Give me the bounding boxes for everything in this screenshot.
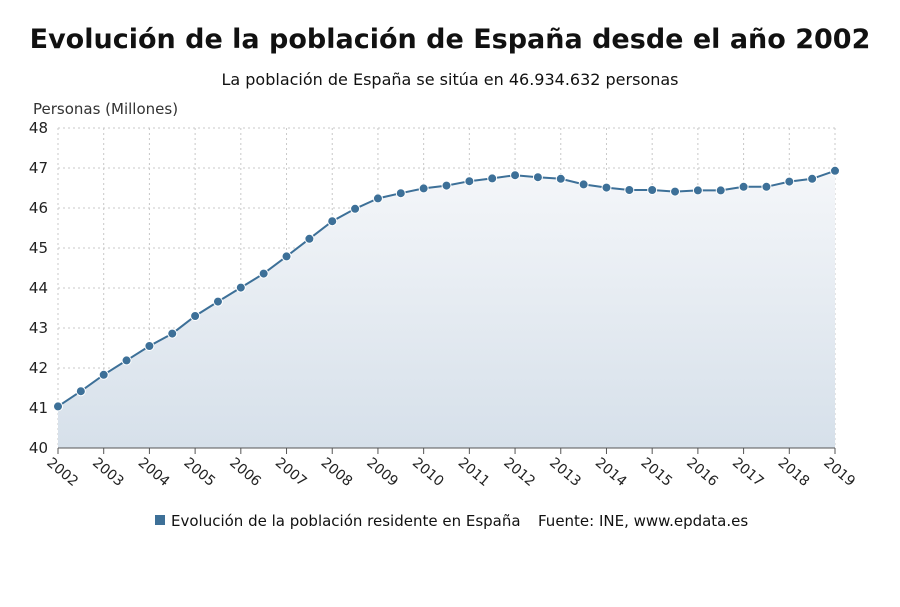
data-point (144, 341, 155, 351)
x-tick-label: 2009 (363, 455, 401, 490)
x-tick-label: 2008 (318, 455, 356, 490)
data-point (121, 355, 132, 366)
series-area (58, 170, 835, 449)
source-note: Fuente: INE, www.epdata.es (538, 512, 749, 530)
data-point (532, 172, 543, 183)
x-tick-label: 2007 (272, 455, 310, 490)
data-point (647, 185, 658, 195)
y-tick-label: 45 (29, 239, 48, 257)
y-tick-label: 42 (29, 359, 48, 377)
data-point (784, 176, 795, 187)
y-tick-label: 40 (29, 439, 48, 457)
x-tick-label: 2005 (181, 455, 219, 490)
data-point (761, 181, 772, 192)
data-point (601, 182, 612, 193)
data-point (167, 328, 178, 339)
x-tick-label: 2016 (683, 455, 721, 490)
chart-title: Evolución de la población de España desd… (29, 24, 871, 55)
data-point (212, 296, 223, 307)
y-axis-label: Personas (Millones) (33, 100, 178, 118)
x-tick-labels: 2002 2003 2004 2005 2006 2007 2008 2009 2010 2011… (43, 455, 858, 490)
legend-item: Evolución de la población residente en E… (155, 512, 521, 530)
data-point (510, 170, 521, 181)
axis-layer (57, 447, 836, 454)
x-tick-label: 2012 (500, 455, 538, 490)
data-point (304, 233, 315, 244)
data-point (692, 185, 703, 196)
x-tick-label: 2011 (455, 455, 493, 490)
data-point (441, 180, 452, 191)
data-point (395, 188, 406, 199)
y-tick-label: 47 (29, 159, 48, 177)
area-layer (58, 170, 835, 449)
x-tick-label: 2019 (820, 455, 858, 490)
data-point (327, 216, 338, 227)
data-point (235, 282, 246, 293)
data-point (350, 203, 361, 214)
y-tick-label: 48 (29, 119, 48, 137)
data-point (75, 386, 86, 397)
data-point (715, 185, 726, 196)
x-tick-label: 2018 (775, 455, 813, 490)
y-tick-label: 44 (29, 279, 48, 297)
y-tick-labels: 40 41 42 43 44 45 46 47 48 (29, 119, 48, 457)
data-point (555, 173, 566, 184)
data-point (670, 186, 681, 197)
x-tick-label: 2004 (135, 455, 173, 490)
data-point (464, 176, 475, 187)
x-tick-label: 2006 (226, 455, 264, 490)
data-point (738, 181, 749, 192)
data-point (372, 193, 383, 204)
x-tick-label: 2010 (409, 455, 447, 490)
legend-label: Evolución de la población residente en E… (171, 512, 521, 530)
data-point (624, 185, 635, 195)
y-tick-label: 46 (29, 199, 48, 217)
x-tick-label: 2013 (546, 455, 584, 490)
data-point (98, 369, 109, 380)
legend-swatch (155, 515, 165, 525)
x-tick-label: 2014 (592, 455, 630, 490)
data-point (53, 401, 63, 412)
data-point (487, 173, 498, 184)
x-tick-label: 2017 (729, 455, 767, 490)
data-point (830, 165, 840, 176)
x-tick-label: 2015 (638, 455, 676, 490)
point-layer (53, 165, 840, 412)
chart-subtitle: La población de España se sitúa en 46.93… (221, 70, 679, 89)
y-tick-label: 41 (29, 399, 48, 417)
data-point (807, 173, 818, 184)
y-tick-label: 43 (29, 319, 48, 337)
data-point (190, 311, 201, 321)
x-tick-label: 2002 (43, 455, 81, 490)
data-point (258, 268, 269, 279)
x-tick-label: 2003 (89, 455, 127, 490)
data-point (281, 251, 292, 262)
data-point (418, 183, 429, 194)
data-point (578, 179, 589, 190)
